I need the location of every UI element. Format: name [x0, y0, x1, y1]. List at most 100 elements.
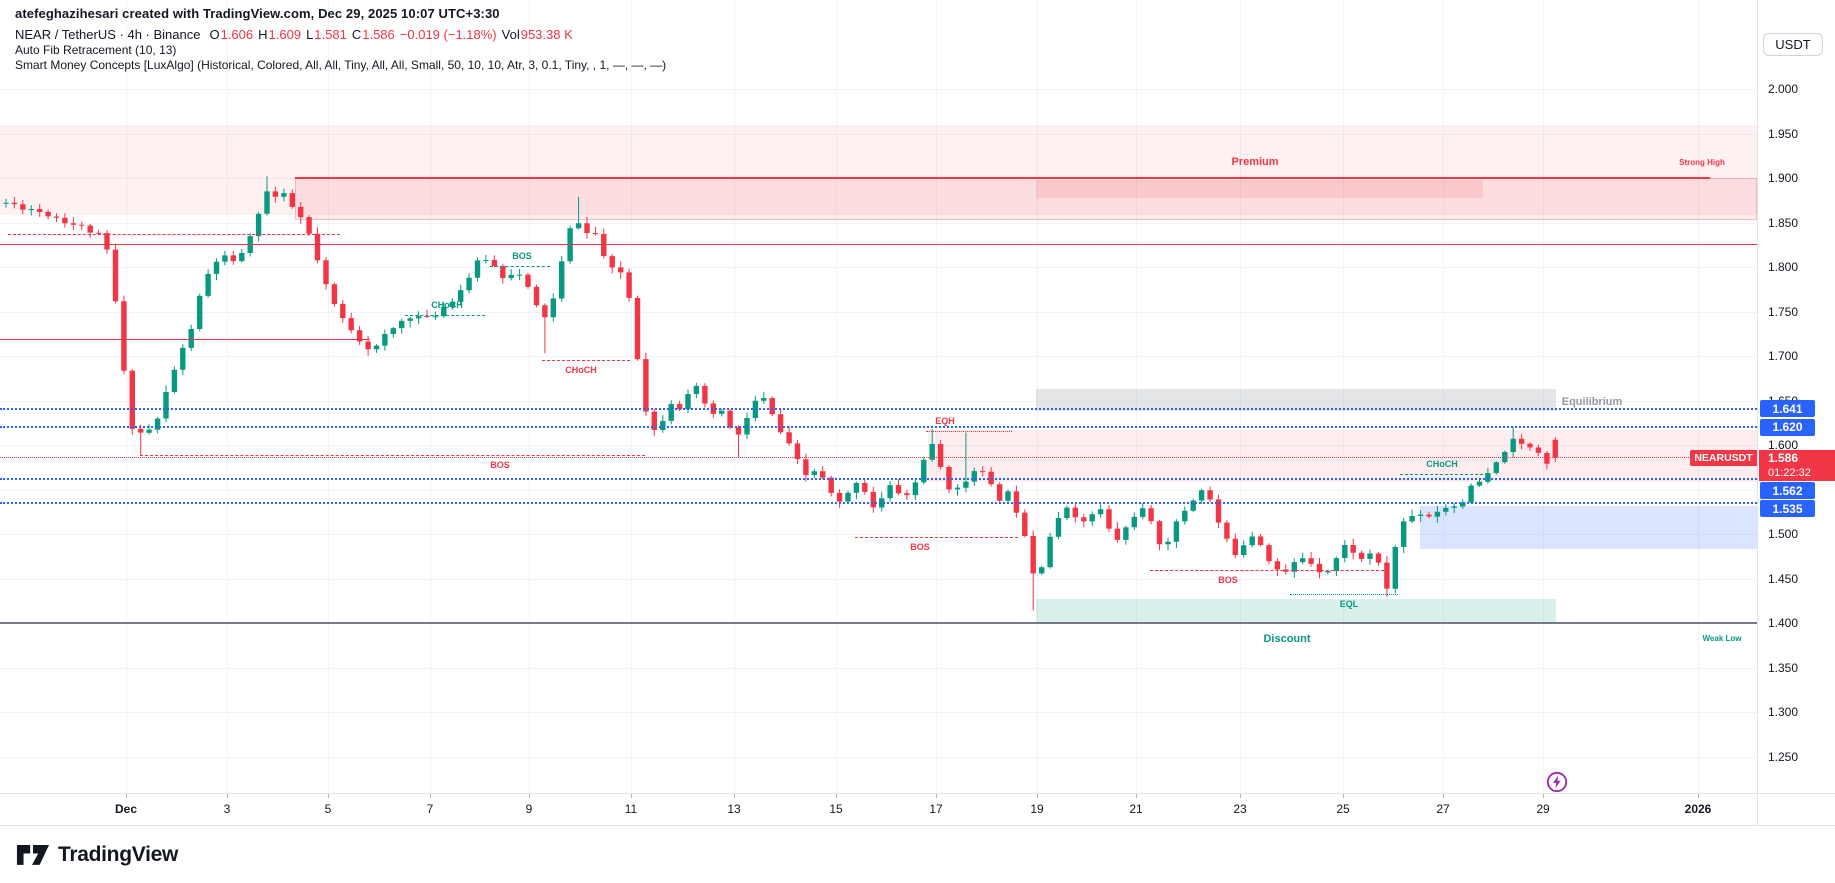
tradingview-logo[interactable]: TradingView	[16, 841, 178, 868]
alert-line[interactable]	[0, 407, 1757, 410]
price-scale-tick: 1.750	[1768, 304, 1799, 319]
time-axis-tick	[734, 794, 735, 798]
smc-label-bos: BOS	[512, 251, 532, 261]
smc-label-equilibrium: Equilibrium	[1561, 395, 1623, 408]
gridline-horizontal	[0, 667, 1757, 669]
time-axis-label: 19	[1030, 802, 1044, 816]
time-axis-tick	[1443, 794, 1444, 798]
tradingview-wordmark: TradingView	[58, 842, 179, 866]
smc-label-premium: Premium	[1231, 155, 1279, 168]
event-lightning-icon[interactable]	[1546, 771, 1568, 793]
time-axis-tick	[126, 794, 127, 798]
time-axis-tick	[631, 794, 632, 798]
gridline-horizontal	[0, 133, 1757, 135]
price-alert-label[interactable]: 1.535	[1760, 500, 1815, 518]
time-axis-tick	[1698, 794, 1699, 798]
price-scale-tick: 1.800	[1768, 260, 1799, 274]
price-scale-tick: 1.950	[1768, 126, 1799, 141]
price-alert-label[interactable]: 1.562	[1760, 482, 1815, 500]
smc-structure-line	[855, 536, 1018, 538]
alert-line[interactable]	[0, 501, 1757, 504]
demand-zone	[1420, 506, 1757, 550]
indicator-fib-retracement[interactable]: Auto Fib Retracement (10, 13)	[15, 43, 177, 57]
publication-watermark: atefeghazihesari created with TradingVie…	[15, 6, 500, 21]
smc-label-choch: CHoCH	[431, 299, 463, 310]
time-axis[interactable]: Dec 3 5 7 9 11 13 15 17 19 21 23 25 27 29 2026	[0, 793, 1757, 825]
gridline-vertical	[529, 0, 530, 793]
smc-structure-line	[405, 314, 485, 316]
time-axis-label: 29	[1536, 802, 1550, 816]
old-level-dashed	[8, 234, 340, 235]
fib-line-high	[0, 243, 1757, 245]
price-scale-tick: 1.400	[1768, 616, 1799, 630]
currency-unit-button[interactable]: USDT	[1763, 33, 1823, 56]
gridline-horizontal	[0, 489, 1757, 491]
time-axis-tick	[936, 794, 937, 798]
time-axis-label: 17	[929, 802, 943, 816]
time-axis-tick	[1343, 794, 1344, 798]
smc-label-choch: CHoCH	[565, 365, 597, 376]
gridline-horizontal	[0, 756, 1757, 758]
smc-structure-line	[1400, 474, 1483, 476]
price-scale-tick: 1.350	[1768, 660, 1799, 675]
equilibrium-zone	[1036, 388, 1556, 412]
time-axis-label: 7	[426, 802, 434, 816]
price-scale[interactable]: USDT 2.000 1.950 1.900 1.850 1.800 1.750 1.700…	[1757, 0, 1835, 793]
time-axis-tick	[529, 794, 530, 798]
alert-line[interactable]	[0, 426, 1757, 429]
gridline-vertical	[1037, 0, 1038, 793]
smc-structure-line	[926, 430, 1012, 432]
price-scale-tick: 1.700	[1768, 349, 1799, 363]
last-price-value: 1.586	[1768, 450, 1799, 465]
gridline-horizontal	[0, 534, 1757, 535]
smc-label-discount: Discount	[1263, 632, 1311, 645]
price-scale-tick: 1.850	[1768, 215, 1799, 230]
time-axis-tick	[1543, 794, 1544, 798]
time-axis-tick	[1037, 794, 1038, 798]
price-alert-label[interactable]: 1.620	[1760, 418, 1815, 436]
gridline-vertical	[1240, 0, 1241, 793]
smc-label-bos: BOS	[490, 459, 510, 470]
gridline-horizontal	[0, 578, 1757, 580]
chart-plot-area[interactable]: BOS CHoCH CHoCH BOS EQH BOS BOS EQL CHoCH Premium…	[0, 0, 1757, 793]
smc-structure-line	[140, 454, 645, 456]
candlestick-series	[3, 176, 1559, 611]
time-axis-label: 3	[223, 802, 231, 816]
time-axis-label: Dec	[114, 802, 138, 816]
time-axis-tick	[1136, 794, 1137, 798]
time-axis-label: 27	[1436, 802, 1450, 816]
order-block-minor	[1036, 179, 1483, 198]
time-axis-tick	[1240, 794, 1241, 798]
gridline-vertical	[734, 0, 735, 793]
axis-corner	[1757, 793, 1835, 825]
ohlc-close: C 1.586	[351, 27, 395, 42]
gridline-horizontal	[0, 712, 1757, 713]
gridline-horizontal	[0, 400, 1757, 402]
price-alert-label[interactable]: 1.641	[1760, 400, 1815, 417]
gridline-vertical	[1136, 0, 1137, 793]
gridline-vertical	[430, 0, 431, 793]
price-change: −0.019 (−1.18%)	[399, 27, 497, 42]
smc-label-bos: BOS	[1218, 575, 1238, 586]
indicator-smart-money-concepts[interactable]: Smart Money Concepts [LuxAlgo] (Historic…	[15, 58, 667, 72]
smc-label-eqh: EQH	[935, 415, 955, 426]
time-axis-tick	[836, 794, 837, 798]
smc-structure-line	[1290, 594, 1398, 596]
gridline-vertical	[126, 0, 127, 793]
time-axis-tick	[430, 794, 431, 798]
current-price-line	[0, 456, 1757, 458]
smc-label-bos: BOS	[910, 541, 930, 552]
alert-line[interactable]	[0, 477, 1757, 480]
price-scale-tick: 1.600	[1768, 438, 1799, 452]
last-price-symbol-tag: NEARUSDT	[1690, 449, 1757, 466]
time-axis-label: 21	[1129, 802, 1143, 816]
last-price-label: 1.586 01:22:32	[1759, 449, 1835, 481]
gridline-horizontal	[0, 89, 1757, 90]
gridline-vertical	[1698, 0, 1699, 793]
gridline-horizontal	[0, 311, 1757, 313]
order-block-major	[295, 178, 1757, 220]
price-scale-tick: 1.250	[1768, 749, 1799, 764]
ohlc-high: H 1.609	[258, 27, 302, 42]
